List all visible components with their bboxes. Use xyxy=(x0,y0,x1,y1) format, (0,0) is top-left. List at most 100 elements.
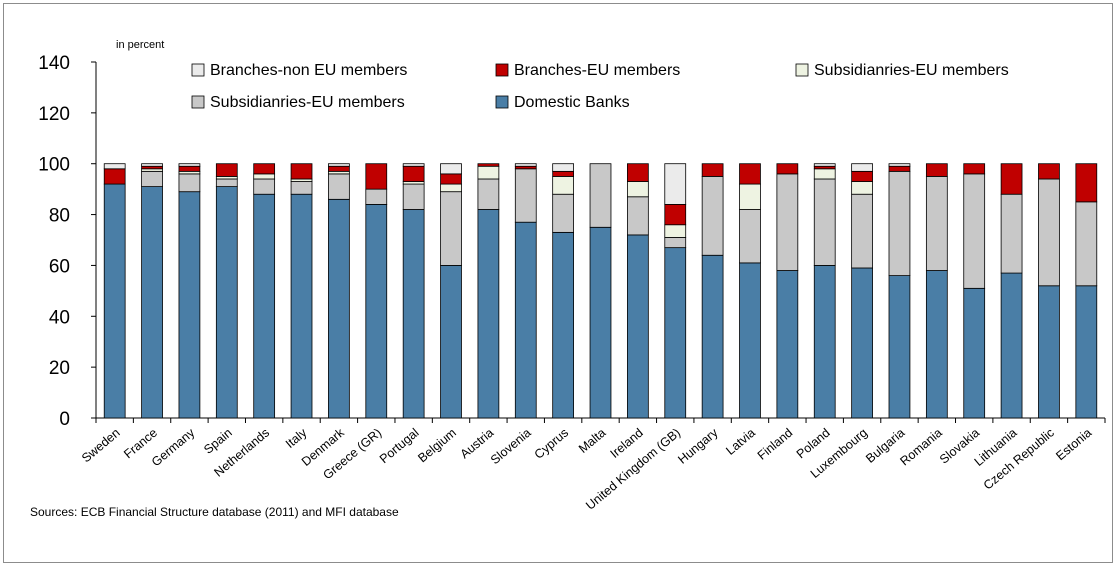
bar-segment xyxy=(1038,178,1060,287)
bar-segment xyxy=(1075,163,1098,203)
bar-segment xyxy=(664,224,687,238)
bar-segment xyxy=(402,209,425,419)
x-tick-label: Romania xyxy=(897,426,944,469)
bar-segment xyxy=(851,163,873,172)
bar-segment xyxy=(215,186,238,419)
bar-segment xyxy=(664,203,687,226)
x-tick-label: Hungary xyxy=(675,425,721,467)
bar-segment xyxy=(963,163,986,175)
bars xyxy=(103,163,1098,419)
bar-segment xyxy=(1038,163,1060,180)
bar-segment xyxy=(215,178,238,188)
bar-segment xyxy=(627,234,649,419)
bar-segment xyxy=(851,181,873,195)
bar-segment xyxy=(365,203,388,419)
y-tick-label: 120 xyxy=(38,104,70,125)
bar-segment xyxy=(514,163,537,167)
bar-segment xyxy=(1075,201,1098,287)
bar-segment xyxy=(701,176,724,256)
x-tick-label: Estonia xyxy=(1053,426,1094,464)
bar-segment xyxy=(1000,163,1023,195)
bar-segment xyxy=(141,170,163,187)
y-tick-label: 20 xyxy=(49,358,70,379)
bar-segment xyxy=(178,165,201,172)
legend-label: Subsidianries-EU members xyxy=(814,62,1009,79)
x-tick-label: Slovenia xyxy=(488,426,534,468)
bar-segment xyxy=(253,163,276,175)
bar-segment xyxy=(215,163,238,177)
bar-segment xyxy=(477,163,500,167)
legend-label: Branches-non EU members xyxy=(210,62,407,79)
bar-segment xyxy=(328,163,350,167)
bar-segment xyxy=(851,170,873,182)
bar-segment xyxy=(178,163,201,167)
bar-segment xyxy=(963,173,986,289)
bar-segment xyxy=(1000,193,1023,274)
x-tick-label: Belgium xyxy=(415,426,459,466)
bar-segment xyxy=(589,226,612,419)
bar-segment xyxy=(514,221,537,419)
legend-label: Subsidianries-EU members xyxy=(210,94,405,111)
bar-segment xyxy=(552,170,574,177)
bar-segment xyxy=(776,173,799,271)
bar-segment xyxy=(103,183,126,419)
bar-segment xyxy=(776,270,799,419)
bar-segment xyxy=(141,186,163,419)
bar-segment xyxy=(627,181,649,198)
bar-segment xyxy=(365,188,388,205)
bar-segment xyxy=(701,254,724,419)
unit-label: in percent xyxy=(116,39,164,51)
bar-segment xyxy=(888,165,911,172)
bar-segment xyxy=(514,168,537,223)
bar-segment xyxy=(440,183,462,193)
bar-segment xyxy=(776,163,799,175)
bar-segment xyxy=(851,193,873,269)
bar-segment xyxy=(440,163,462,175)
bar-segment xyxy=(888,163,911,167)
bar-segment xyxy=(402,165,425,182)
y-tick-label: 80 xyxy=(49,206,70,227)
y-tick-label: 100 xyxy=(38,155,70,176)
bar-segment xyxy=(1075,285,1098,419)
bar-segment xyxy=(664,163,687,205)
x-tick-label: Italy xyxy=(283,425,310,451)
x-tick-label: Latvia xyxy=(723,426,758,458)
bar-segment xyxy=(813,178,836,266)
x-tick-label: Cyprus xyxy=(532,426,571,462)
bar-segment xyxy=(477,165,500,180)
bar-segment xyxy=(290,193,313,419)
bar-segment xyxy=(664,237,687,249)
bar-segment xyxy=(739,183,761,210)
bar-segment xyxy=(440,191,462,266)
legend-label: Domestic Banks xyxy=(514,94,630,111)
bar-segment xyxy=(290,163,313,180)
bar-segment xyxy=(402,183,425,210)
bar-segment xyxy=(888,170,911,276)
x-tick-label: Finland xyxy=(755,426,795,463)
bar-segment xyxy=(290,181,313,195)
source-note: Sources: ECB Financial Structure databas… xyxy=(30,505,399,519)
bar-segment xyxy=(552,193,574,233)
bar-segment xyxy=(253,173,276,180)
bar-segment xyxy=(178,173,201,193)
bar-segment xyxy=(328,173,350,200)
bar-segment xyxy=(552,231,574,419)
bar-segment xyxy=(813,168,836,180)
y-tick-label: 40 xyxy=(49,307,70,328)
bar-segment xyxy=(103,168,126,185)
bar-segment xyxy=(739,209,761,264)
bar-segment xyxy=(888,275,911,419)
legend-swatch xyxy=(191,63,205,77)
bar-segment xyxy=(103,163,126,170)
legend-label: Branches-EU members xyxy=(514,62,680,79)
bar-segment xyxy=(552,163,574,172)
bar-segment xyxy=(1038,285,1060,419)
bar-segment xyxy=(739,262,761,419)
x-tick-label: Spain xyxy=(201,426,235,457)
legend-swatch xyxy=(495,95,509,109)
bar-segment xyxy=(402,163,425,167)
bar-segment xyxy=(664,247,687,419)
bar-segment xyxy=(253,193,276,419)
